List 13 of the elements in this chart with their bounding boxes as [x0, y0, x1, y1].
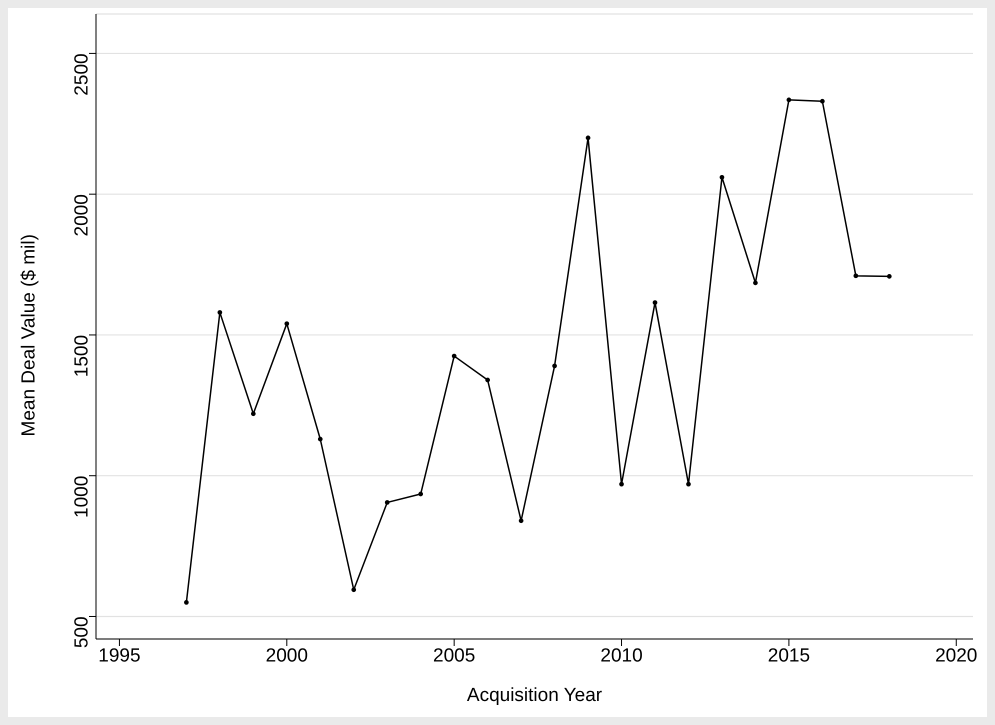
x-tick-label: 1995: [98, 645, 141, 666]
y-tick-label: 500: [72, 616, 93, 648]
x-tick-label: 2020: [935, 645, 978, 666]
y-axis-title: Mean Deal Value ($ mil): [18, 234, 40, 436]
y-tick-label: 1500: [72, 334, 93, 378]
y-tick-label: 1000: [72, 476, 93, 518]
x-tick-label: 2010: [600, 645, 643, 666]
y-tick-label: 2500: [72, 53, 93, 96]
y-tick-label: 2000: [72, 194, 93, 236]
x-tick-label: 2000: [266, 645, 308, 666]
x-tick-label: 2015: [768, 645, 810, 666]
x-axis-title: Acquisition Year: [466, 685, 603, 706]
x-tick-label: 2005: [433, 645, 476, 666]
